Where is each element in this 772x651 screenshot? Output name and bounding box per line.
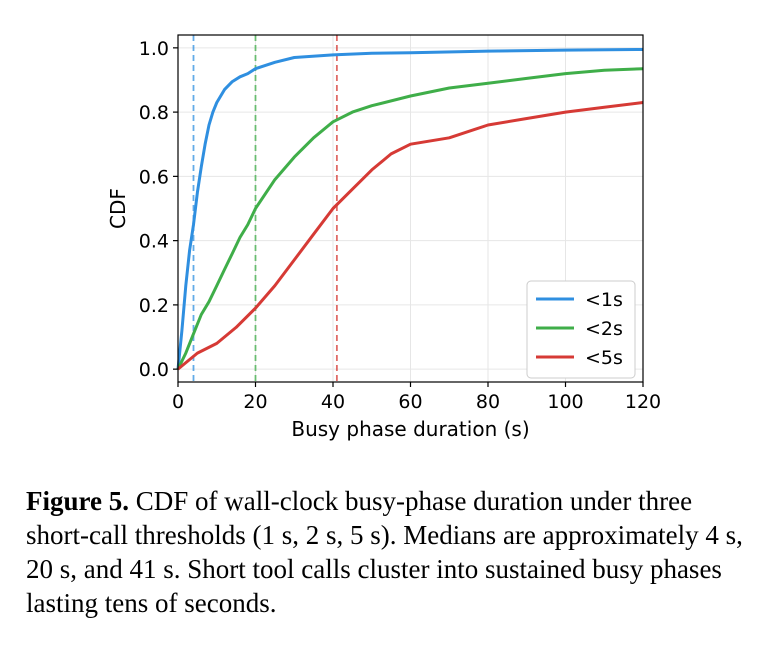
series-line-2 — [176, 67, 644, 370]
cdf-chart: 0 20 40 60 80 100 120 0.0 0.2 0.4 0.6 0.8 1.0 Busy … — [106, 34, 661, 441]
x-tick-label: 0 — [172, 391, 184, 413]
median-lines — [192, 35, 338, 382]
figure-caption: Figure 5. CDF of wall-clock busy-phase d… — [26, 484, 756, 620]
legend-label-1: <1s — [585, 289, 623, 311]
x-tick-label: 60 — [398, 391, 422, 413]
x-tick-label: 100 — [547, 391, 583, 413]
y-tick-label: 0.6 — [139, 166, 169, 188]
y-tick-label: 1.0 — [139, 38, 169, 60]
legend-box — [526, 280, 636, 379]
x-axis: 0 20 40 60 80 100 120 — [172, 382, 661, 413]
y-tick-label: 0.2 — [139, 295, 169, 317]
x-tick-label: 20 — [243, 391, 267, 413]
series-lines — [176, 48, 644, 371]
legend-label-2: <2s — [585, 318, 623, 340]
x-tick-label: 120 — [625, 391, 661, 413]
legend-label-3: <5s — [585, 347, 623, 369]
y-axis: 0.0 0.2 0.4 0.6 0.8 1.0 — [139, 38, 178, 381]
series-line-3 — [177, 101, 644, 371]
x-axis-title: Busy phase duration (s) — [291, 417, 529, 441]
y-tick-label: 0.0 — [139, 359, 169, 381]
y-tick-label: 0.8 — [139, 102, 169, 124]
x-tick-label: 40 — [321, 391, 345, 413]
y-tick-label: 0.4 — [139, 231, 169, 253]
legend: <1s <2s <5s — [526, 280, 636, 379]
x-tick-label: 80 — [476, 391, 500, 413]
caption-label: Figure 5. — [26, 486, 129, 516]
series-line-1 — [176, 48, 644, 370]
y-axis-title: CDF — [106, 188, 130, 229]
caption-text: CDF of wall-clock busy-phase duration un… — [26, 486, 743, 618]
